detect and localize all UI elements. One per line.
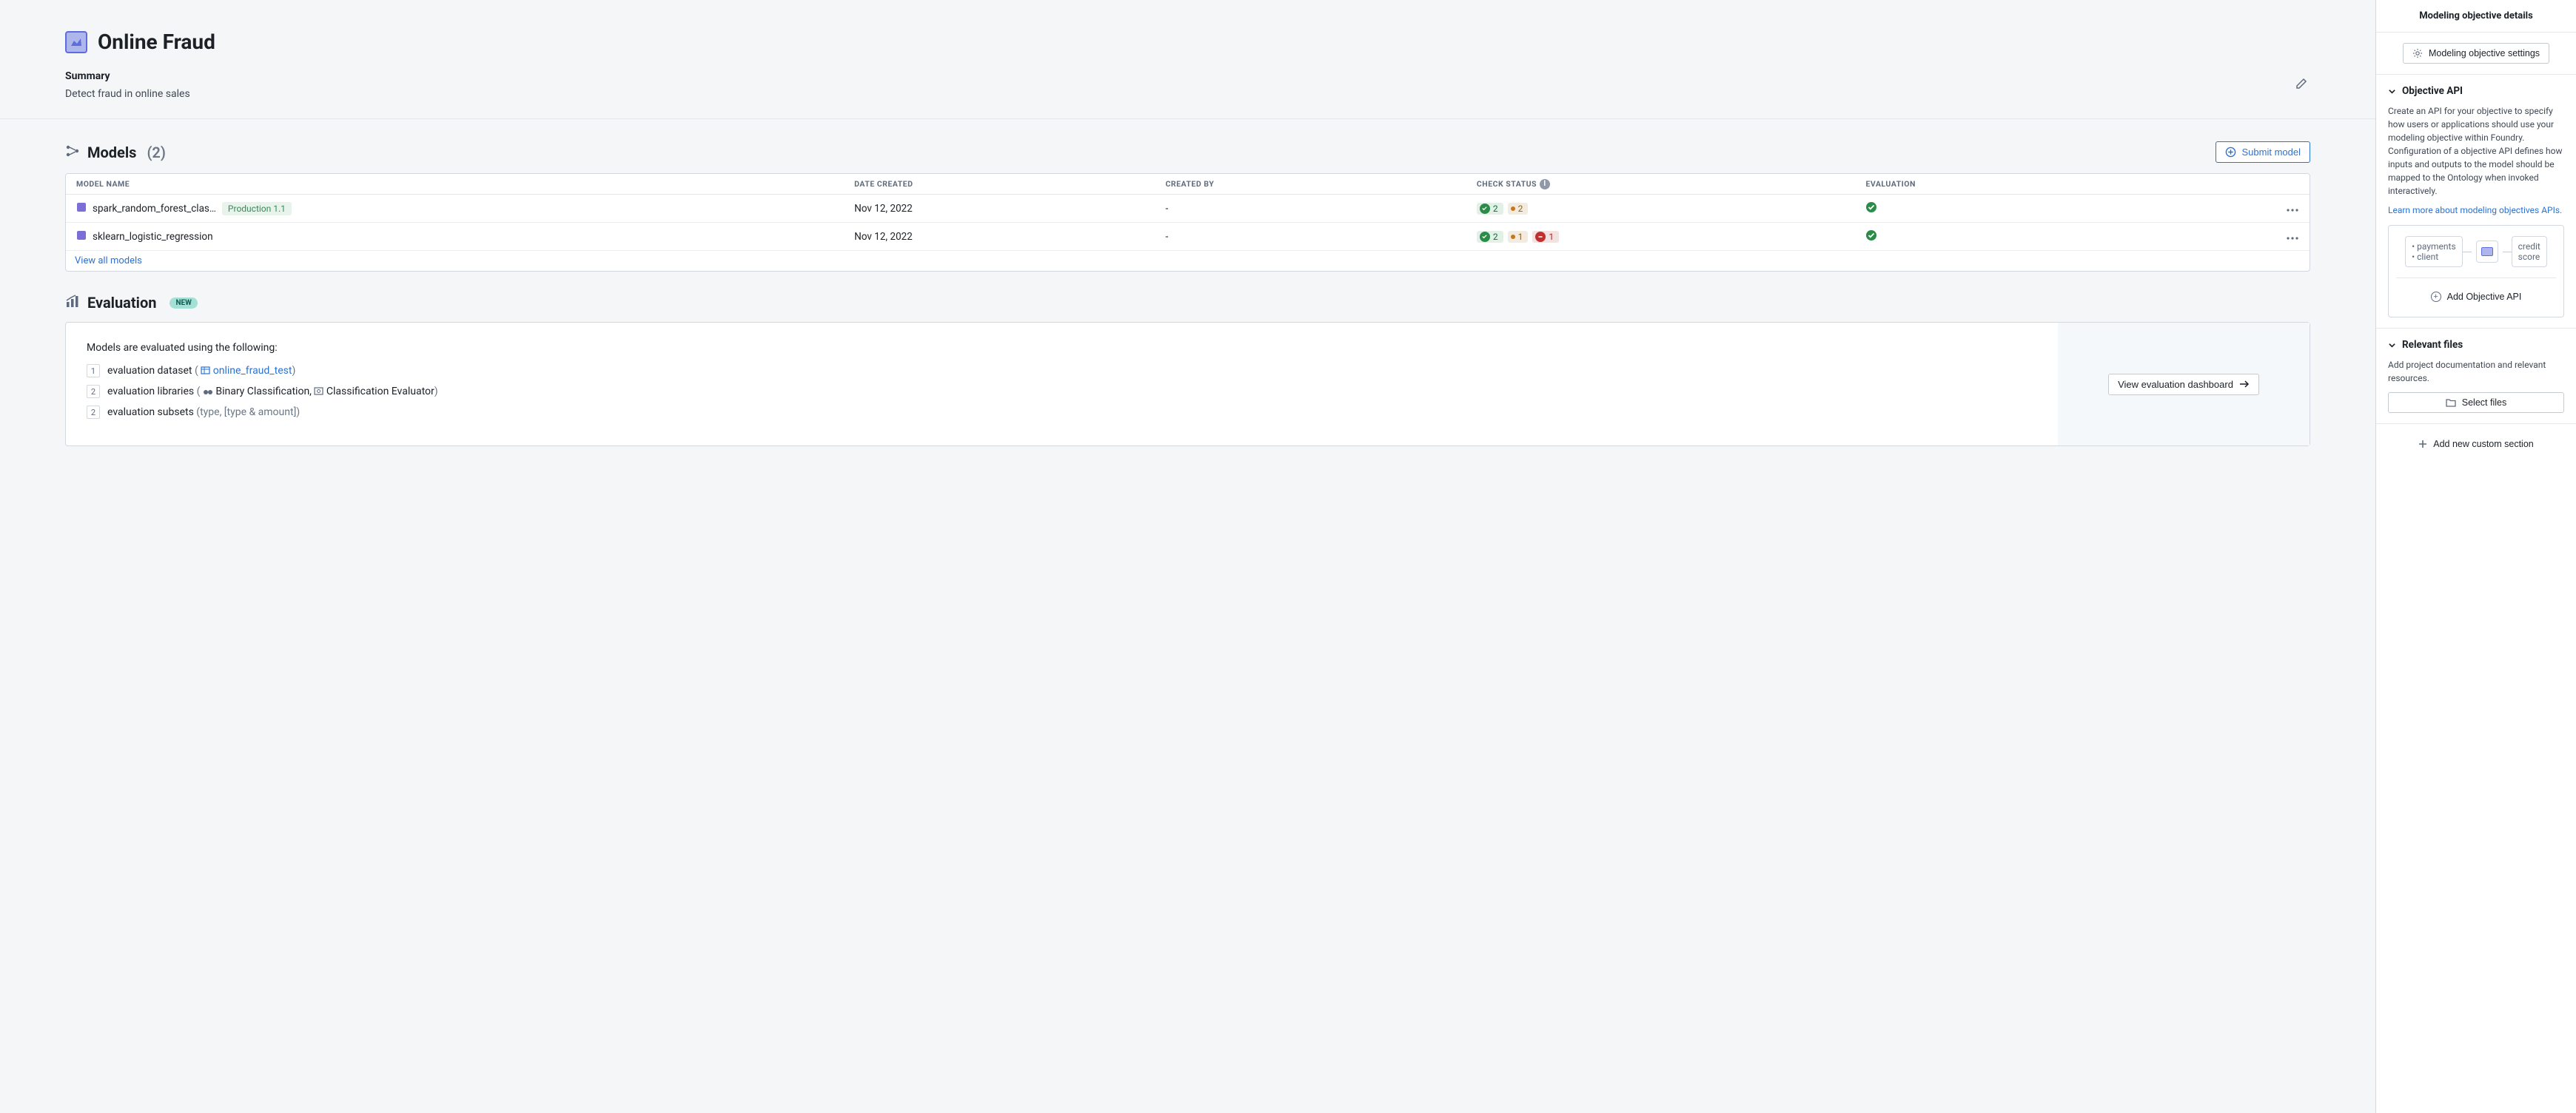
status-fail: 1 bbox=[1532, 231, 1559, 243]
info-icon[interactable]: i bbox=[1540, 179, 1550, 189]
col-model-name: Model Name bbox=[76, 179, 854, 189]
evaluation-section: Evaluation NEW Models are evaluated usin… bbox=[0, 272, 2375, 476]
status-warn: 1 bbox=[1508, 231, 1529, 243]
model-icon bbox=[76, 202, 87, 215]
evaluation-status bbox=[1865, 229, 2255, 244]
status-pass: 2 bbox=[1477, 231, 1503, 243]
objective-api-section: Objective API Create an API for your obj… bbox=[2376, 75, 2576, 329]
table-row[interactable]: sklearn_logistic_regression Nov 12, 2022… bbox=[66, 223, 2310, 251]
idx-badge: 2 bbox=[87, 406, 100, 419]
summary-label: Summary bbox=[65, 70, 190, 82]
objective-settings-button[interactable]: Modeling objective settings bbox=[2403, 43, 2549, 64]
details-panel: Modeling objective details Modeling obje… bbox=[2376, 0, 2576, 1113]
objective-icon bbox=[65, 31, 87, 53]
row-more-button[interactable] bbox=[2255, 203, 2299, 215]
relevant-files-toggle[interactable]: Relevant files bbox=[2388, 339, 2564, 351]
idx-badge: 2 bbox=[87, 385, 100, 398]
model-tag: Production 1.1 bbox=[222, 202, 292, 215]
model-icon bbox=[76, 230, 87, 243]
api-diagram: • payments • client credit score + Add O… bbox=[2388, 225, 2564, 317]
col-evaluation: Evaluation bbox=[1865, 179, 2255, 189]
model-name: sklearn_logistic_regression bbox=[93, 231, 213, 243]
evaluation-box: Models are evaluated using the following… bbox=[65, 322, 2310, 446]
dataset-link[interactable]: online_fraud_test bbox=[213, 365, 292, 377]
header-block: Online Fraud Summary Detect fraud in onl… bbox=[0, 0, 2375, 119]
row-more-button[interactable] bbox=[2255, 231, 2299, 243]
status-warn: 2 bbox=[1508, 203, 1529, 215]
models-section: Models (2) Submit model Model Name Date … bbox=[0, 119, 2375, 272]
objective-api-description: Create an API for your objective to spec… bbox=[2388, 104, 2564, 198]
learn-more-link[interactable]: Learn more about modeling objectives API… bbox=[2388, 205, 2562, 215]
summary-description: Detect fraud in online sales bbox=[65, 88, 190, 100]
evaluation-title: Evaluation bbox=[87, 294, 156, 312]
evaluation-item: 2 evaluation libraries ( Binary Classifi… bbox=[87, 385, 2037, 398]
model-date: Nov 12, 2022 bbox=[854, 231, 1165, 243]
models-icon bbox=[65, 144, 80, 161]
new-badge: NEW bbox=[170, 297, 197, 309]
api-model-node bbox=[2476, 241, 2498, 263]
model-created-by: - bbox=[1166, 231, 1477, 243]
evaluation-item: 1 evaluation dataset ( online_fraud_test… bbox=[87, 364, 2037, 377]
panel-header: Modeling objective details bbox=[2376, 0, 2576, 33]
status-pass: 2 bbox=[1477, 203, 1503, 215]
objective-api-toggle[interactable]: Objective API bbox=[2388, 85, 2564, 97]
evaluation-icon bbox=[65, 294, 80, 312]
check-status: 2 1 1 bbox=[1477, 231, 1866, 243]
relevant-files-section: Relevant files Add project documentation… bbox=[2376, 329, 2576, 424]
model-date: Nov 12, 2022 bbox=[854, 203, 1165, 215]
model-name: spark_random_forest_clas… bbox=[93, 203, 216, 215]
title-row: Online Fraud bbox=[65, 30, 2310, 54]
table-header: Model Name Date Created Created By Check… bbox=[66, 174, 2310, 195]
idx-badge: 1 bbox=[87, 364, 100, 377]
models-table: Model Name Date Created Created By Check… bbox=[65, 173, 2310, 272]
col-date-created: Date Created bbox=[854, 179, 1165, 189]
evaluation-intro: Models are evaluated using the following… bbox=[87, 342, 2037, 354]
col-created-by: Created By bbox=[1166, 179, 1477, 189]
evaluation-status bbox=[1865, 201, 2255, 216]
add-custom-section-button[interactable]: Add new custom section bbox=[2409, 434, 2543, 454]
edit-summary-button[interactable] bbox=[2292, 75, 2310, 95]
models-section-title: Models bbox=[87, 144, 136, 161]
view-all-models-link[interactable]: View all models bbox=[75, 255, 142, 266]
api-input-node: • payments • client bbox=[2405, 236, 2463, 267]
model-created-by: - bbox=[1166, 203, 1477, 215]
table-row[interactable]: spark_random_forest_clas… Production 1.1… bbox=[66, 195, 2310, 223]
models-count: (2) bbox=[147, 144, 165, 161]
add-objective-api-button[interactable]: + Add Objective API bbox=[2422, 287, 2531, 306]
page-title: Online Fraud bbox=[98, 30, 215, 54]
evaluation-item: 2 evaluation subsets (type, [type & amou… bbox=[87, 406, 2037, 419]
view-evaluation-dashboard-button[interactable]: View evaluation dashboard bbox=[2108, 374, 2259, 395]
select-files-button[interactable]: Select files bbox=[2388, 392, 2564, 413]
api-output-node: credit score bbox=[2512, 236, 2547, 267]
check-status: 2 2 bbox=[1477, 203, 1866, 215]
main-panel: Online Fraud Summary Detect fraud in onl… bbox=[0, 0, 2376, 1113]
col-check-status: Check Status i bbox=[1477, 179, 1866, 189]
submit-model-button[interactable]: Submit model bbox=[2216, 141, 2310, 163]
files-description: Add project documentation and relevant r… bbox=[2388, 358, 2564, 385]
